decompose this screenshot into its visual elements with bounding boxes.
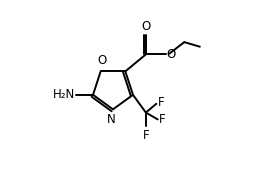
Text: O: O xyxy=(166,47,176,61)
Text: F: F xyxy=(159,113,166,126)
Text: F: F xyxy=(143,129,149,142)
Text: H₂N: H₂N xyxy=(53,88,75,101)
Text: O: O xyxy=(97,54,106,67)
Text: F: F xyxy=(158,96,165,109)
Text: N: N xyxy=(107,113,116,126)
Text: O: O xyxy=(142,20,151,33)
